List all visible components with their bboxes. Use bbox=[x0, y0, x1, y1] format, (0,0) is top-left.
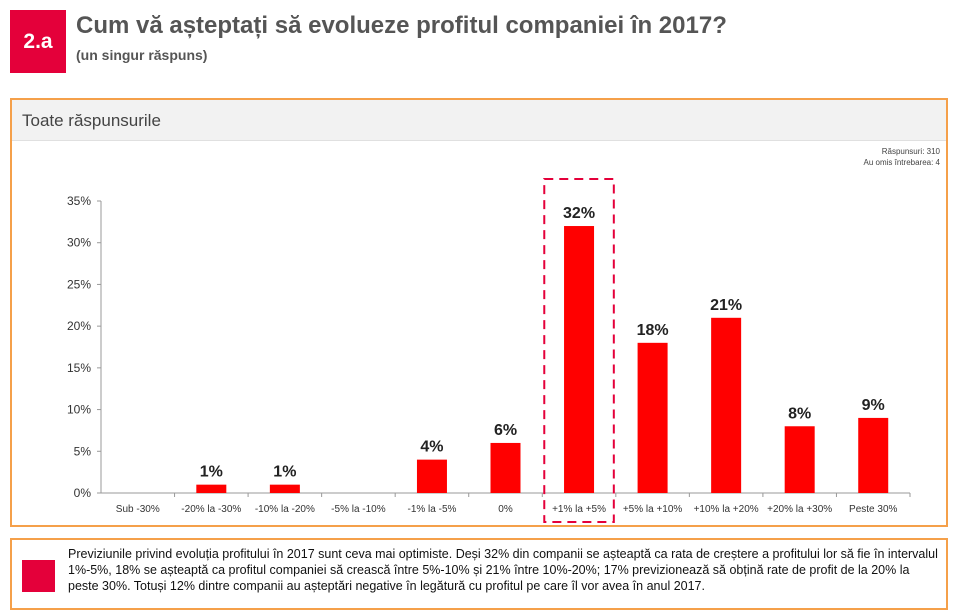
page-title: Cum vă așteptați să evolueze profitul co… bbox=[76, 12, 727, 39]
data-label: 1% bbox=[273, 464, 296, 481]
x-tick-label: Peste 30% bbox=[849, 504, 897, 515]
y-tick-label: 15% bbox=[67, 361, 91, 375]
summary-text: Previziunile privind evoluția profitului… bbox=[68, 547, 938, 593]
data-label: 18% bbox=[637, 322, 669, 339]
data-label: 21% bbox=[710, 297, 742, 314]
x-tick-label: -5% la -10% bbox=[331, 504, 386, 515]
bar-10 bbox=[858, 417, 889, 493]
bar-2 bbox=[269, 484, 300, 493]
skipped-count: Au omis întrebarea: 4 bbox=[863, 158, 940, 167]
x-tick-label: +20% la +30% bbox=[767, 504, 832, 515]
x-tick-label: 0% bbox=[498, 504, 513, 515]
panel-title: Toate răspunsurile bbox=[22, 111, 161, 130]
x-tick-label: +5% la +10% bbox=[623, 504, 683, 515]
bar-5 bbox=[490, 442, 521, 493]
summary-marker bbox=[22, 560, 55, 592]
data-label: 6% bbox=[494, 422, 517, 439]
bar-1 bbox=[196, 484, 227, 493]
y-tick-label: 0% bbox=[74, 486, 92, 500]
y-tick-label: 35% bbox=[67, 194, 91, 208]
y-tick-label: 25% bbox=[67, 277, 91, 291]
section-badge: 2.a bbox=[10, 10, 66, 73]
x-tick-label: +1% la +5% bbox=[552, 504, 606, 515]
x-tick-label: -10% la -20% bbox=[255, 504, 315, 515]
y-tick-label: 10% bbox=[67, 403, 91, 417]
bar-4 bbox=[416, 459, 447, 493]
page-subtitle: (un singur răspuns) bbox=[76, 47, 208, 63]
y-tick-label: 5% bbox=[74, 444, 92, 458]
x-tick-label: Sub -30% bbox=[116, 504, 160, 515]
response-stats: Răspunsuri: 310 Au omis întrebarea: 4 bbox=[864, 146, 940, 168]
x-tick-label: -20% la -30% bbox=[181, 504, 241, 515]
x-tick-label: -1% la -5% bbox=[408, 504, 457, 515]
data-label: 8% bbox=[788, 405, 811, 422]
bar-9 bbox=[784, 426, 815, 493]
y-tick-label: 20% bbox=[67, 319, 91, 333]
bar-6 bbox=[564, 226, 595, 493]
panel-header: Toate răspunsurile bbox=[12, 100, 946, 141]
summary-box: Previziunile privind evoluția profitului… bbox=[10, 538, 948, 610]
data-label: 9% bbox=[862, 397, 885, 414]
bar-chart: 0% 5% 10% 15% 20% 25% 30% 35% Sub -30% 1% -20% la … bbox=[67, 178, 911, 523]
y-tick-label: 30% bbox=[67, 236, 91, 250]
x-tick-label: +10% la +20% bbox=[694, 504, 759, 515]
data-label: 1% bbox=[200, 464, 223, 481]
bar-8 bbox=[711, 317, 742, 493]
responses-count: Răspunsuri: 310 bbox=[881, 147, 940, 156]
highlight-box bbox=[543, 178, 615, 523]
data-label: 4% bbox=[420, 439, 443, 456]
data-label: 32% bbox=[563, 205, 595, 222]
bar-7 bbox=[637, 342, 668, 493]
